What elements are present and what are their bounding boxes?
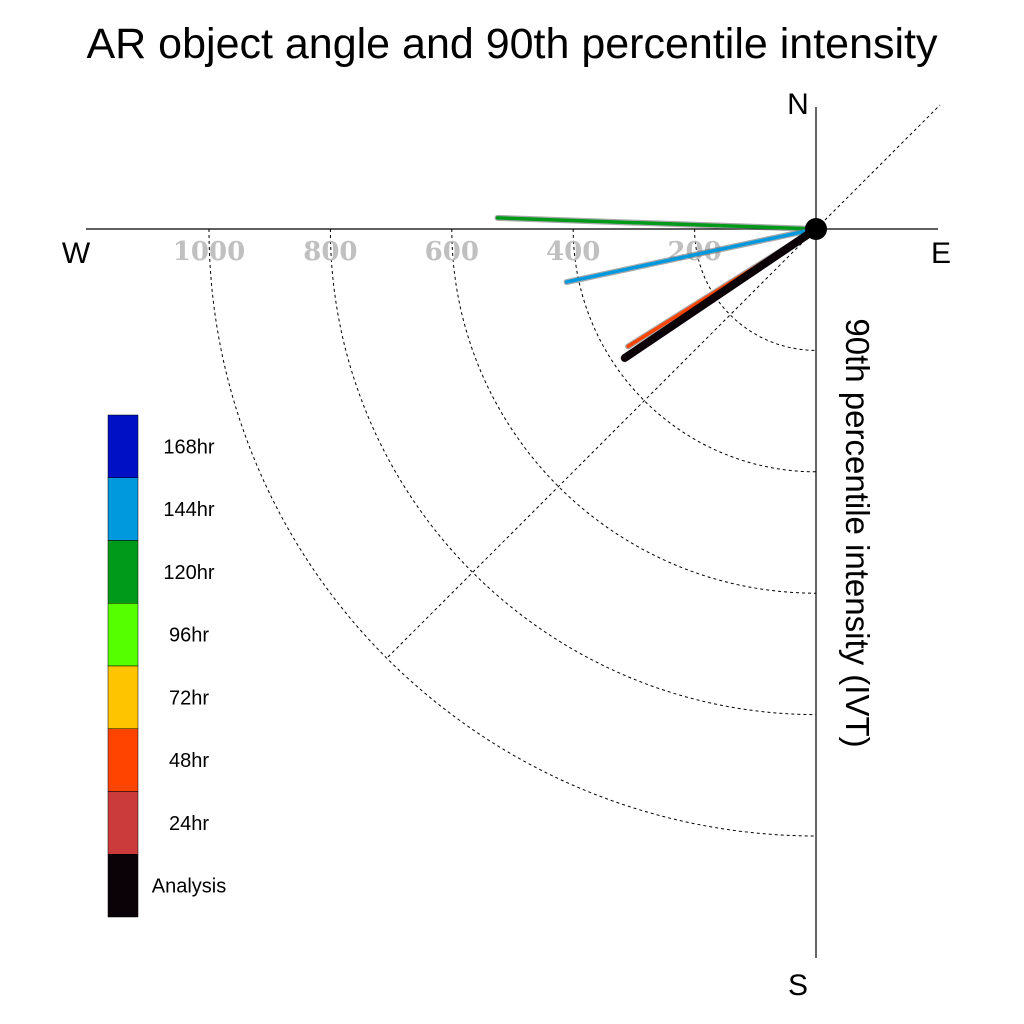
legend-swatch-168hr <box>107 414 139 478</box>
legend-label-48hr: 48hr <box>169 750 209 772</box>
vector-120hr <box>495 216 818 231</box>
legend-swatch-120hr <box>107 540 139 604</box>
legend-swatch-24hr <box>107 791 139 855</box>
polar-grid <box>208 104 941 837</box>
legend-label-analysis: Analysis <box>152 876 226 898</box>
legend-swatch-144hr <box>107 477 139 541</box>
origin-marker <box>805 218 827 240</box>
legend: 168hr 144hr 120hr 96hr 72hr 48hr 24hr Analysis <box>107 414 226 918</box>
radial-axis-title: 90th percentile intensity (IVT) <box>839 318 876 747</box>
legend-swatch-48hr <box>107 728 139 792</box>
radial-tick-labels: 2004006008001000 <box>173 237 722 267</box>
legend-label-96hr: 96hr <box>169 625 209 647</box>
vector-analysis <box>620 225 820 362</box>
compass-west: W <box>62 237 91 270</box>
legend-swatch-96hr <box>107 603 139 667</box>
radial-tick-800: 800 <box>303 237 357 267</box>
legend-label-168hr: 168hr <box>163 436 214 458</box>
range-ring-600 <box>451 228 817 594</box>
radial-tick-600: 600 <box>425 237 479 267</box>
legend-label-120hr: 120hr <box>163 562 214 584</box>
radial-tick-1000: 1000 <box>173 237 245 267</box>
radial-tick-400: 400 <box>546 237 600 267</box>
legend-swatch-analysis <box>107 854 139 918</box>
compass-south: S <box>788 969 808 1002</box>
direction-vectors <box>494 214 820 362</box>
range-ring-1000 <box>208 228 817 837</box>
diagonal-guide <box>387 104 941 658</box>
compass-east: E <box>931 237 951 270</box>
compass-north: N <box>787 88 809 121</box>
vector-144hr <box>564 227 818 284</box>
legend-label-72hr: 72hr <box>169 687 209 709</box>
range-ring-800 <box>329 228 817 716</box>
legend-label-24hr: 24hr <box>169 813 209 835</box>
chart-title: AR object angle and 90th percentile inte… <box>87 20 938 68</box>
legend-swatch-72hr <box>107 665 139 729</box>
legend-label-144hr: 144hr <box>163 499 214 521</box>
range-ring-400 <box>572 228 817 473</box>
